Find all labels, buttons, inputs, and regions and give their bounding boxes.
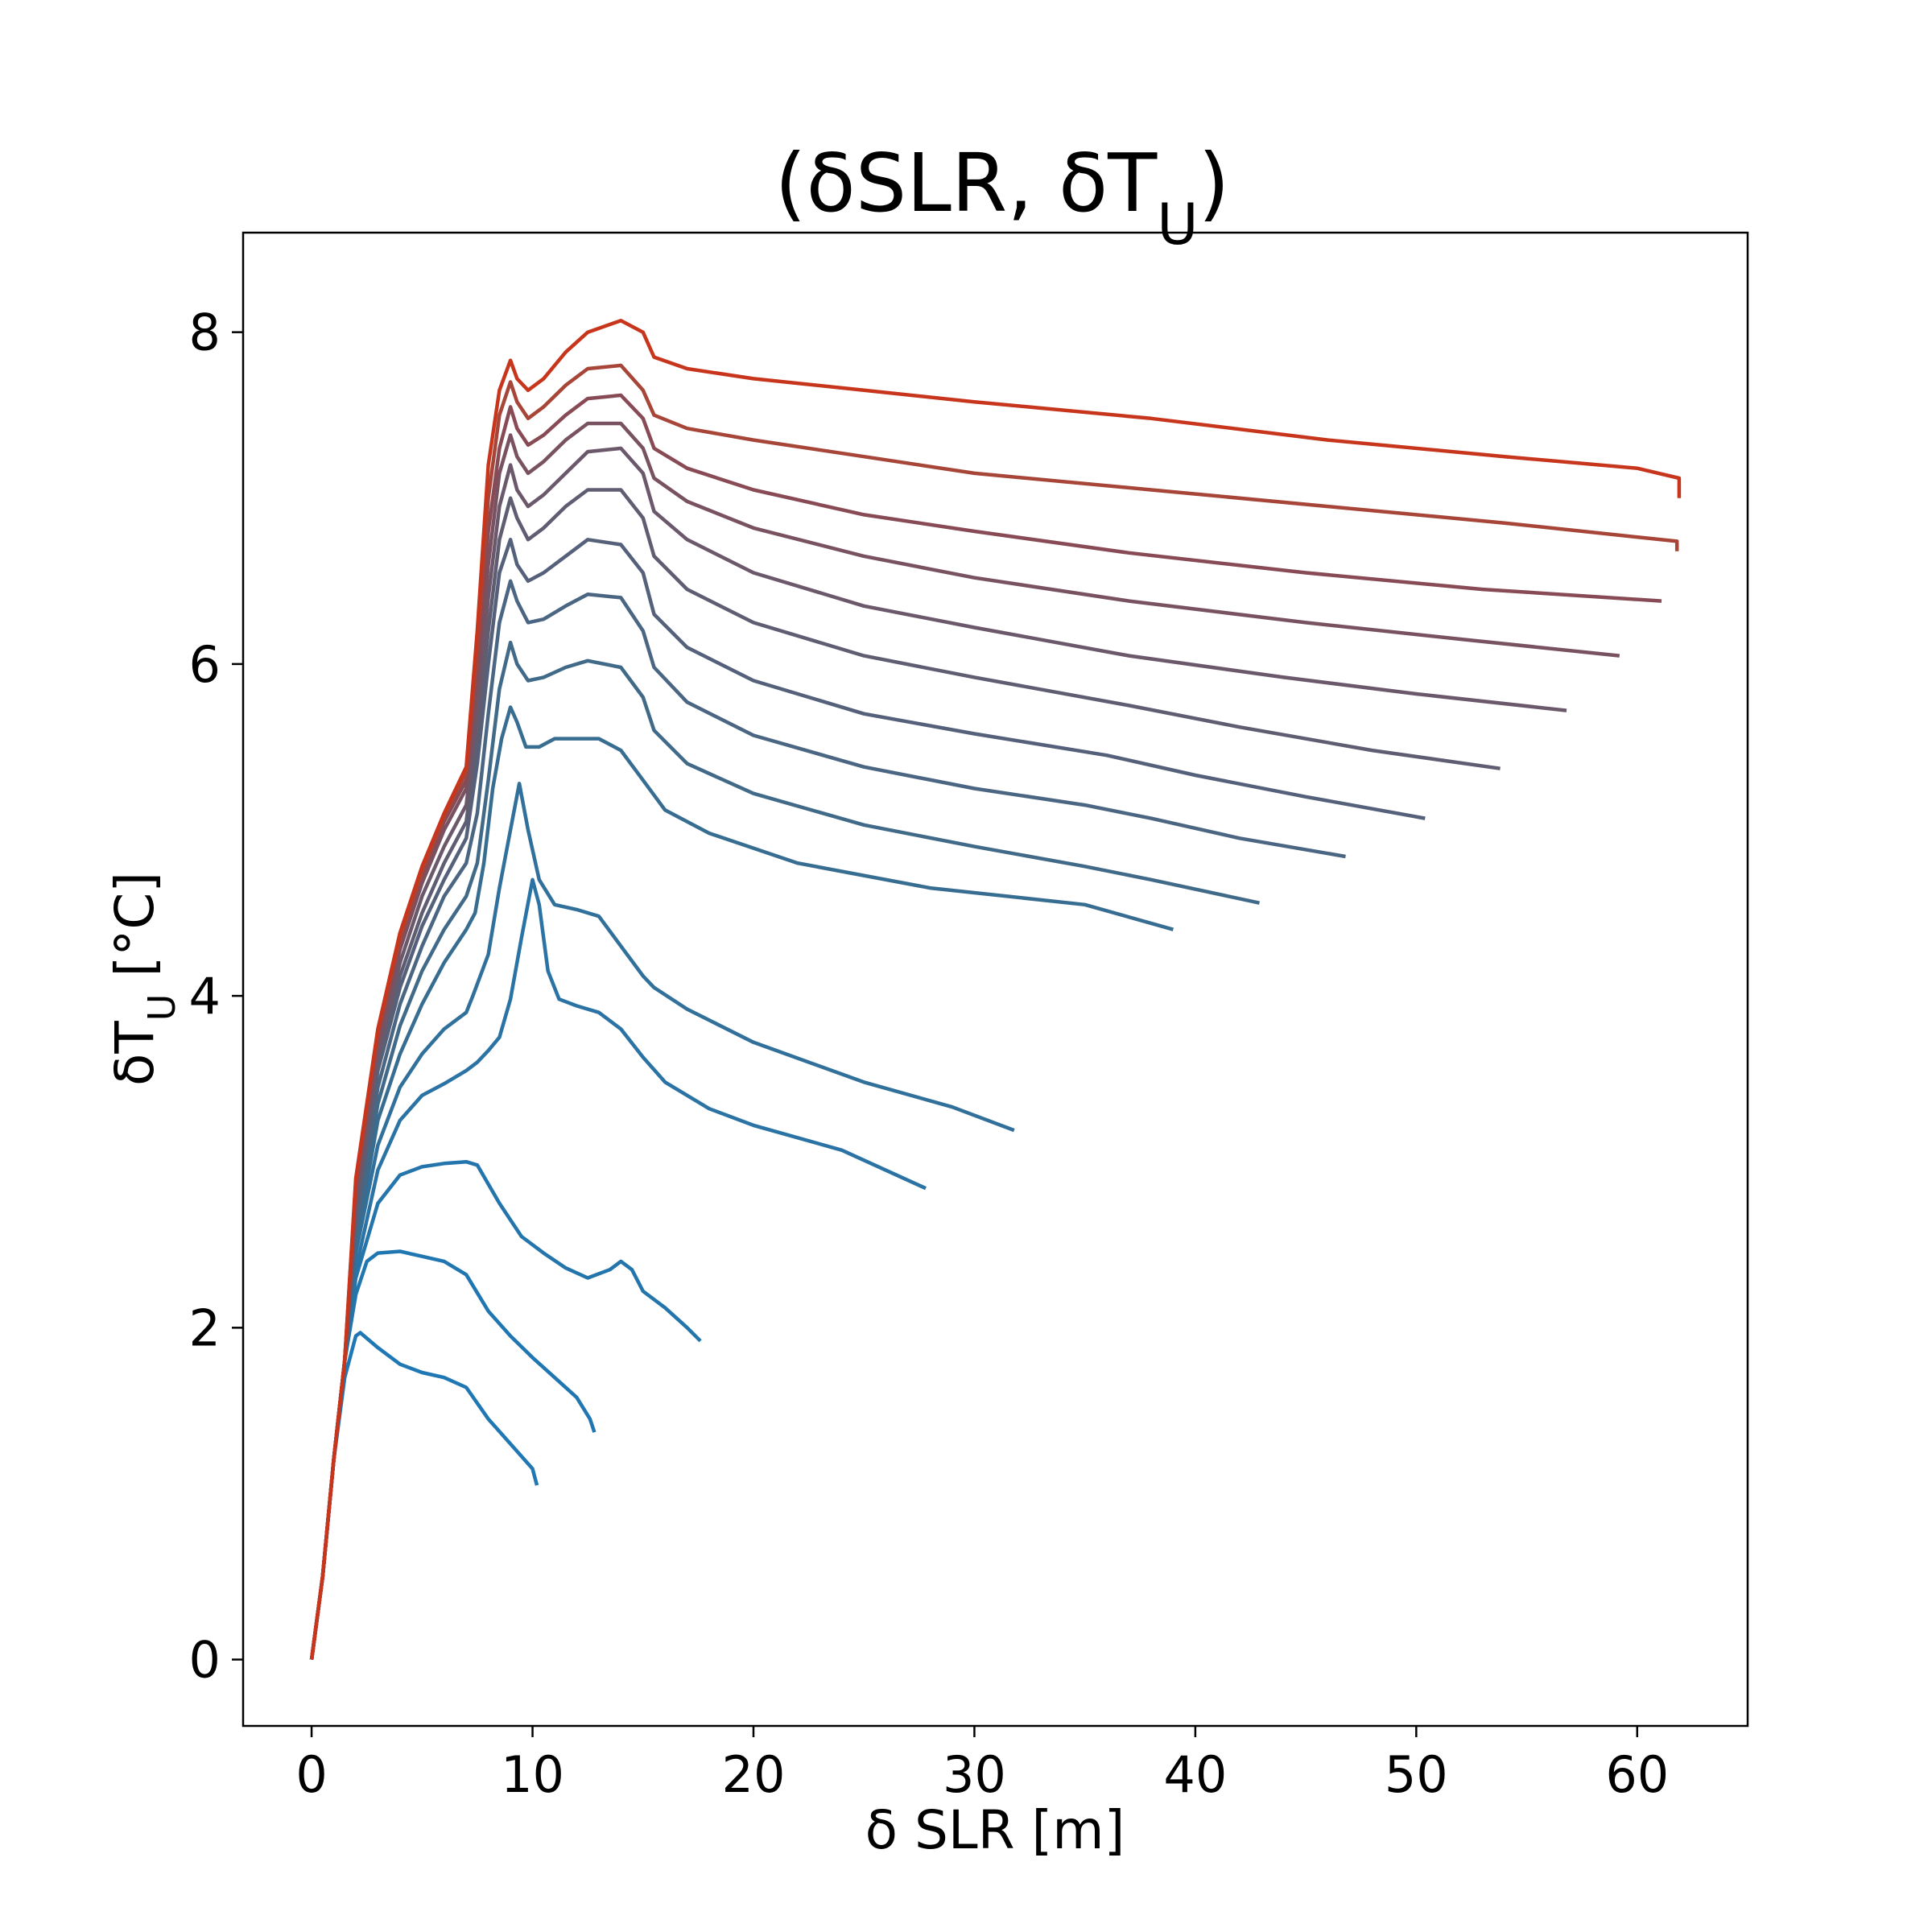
x-tick-label: 20 (722, 1745, 786, 1804)
series-line-5 (309, 782, 1015, 1660)
y-tick-label: 0 (189, 1631, 221, 1690)
series-line-2 (309, 1249, 597, 1660)
x-tick-label: 10 (501, 1745, 564, 1804)
y-axis-label: δTU [°C] (104, 872, 184, 1086)
x-tick-label: 60 (1605, 1745, 1669, 1804)
series-line-6 (309, 705, 1174, 1660)
x-tick-label: 0 (295, 1745, 327, 1804)
y-tick-label: 8 (189, 303, 221, 362)
series-line-3 (309, 1159, 702, 1660)
y-tick-label: 4 (189, 967, 221, 1026)
plot-frame (242, 231, 1749, 1728)
series-line-1 (309, 1331, 539, 1660)
x-tick-label: 40 (1163, 1745, 1227, 1804)
series-line-15 (309, 318, 1682, 1660)
chart-title: (δSLR, δTU) (775, 136, 1230, 258)
x-tick-label: 50 (1385, 1745, 1448, 1804)
series-line-12 (309, 421, 1620, 1660)
series-layer (309, 318, 1682, 1660)
x-tick-label: 30 (943, 1745, 1006, 1804)
x-axis: 0 10 20 30 40 50 60 (295, 1726, 1669, 1804)
y-axis: 0 2 4 6 8 (189, 303, 243, 1690)
x-axis-label: δ SLR [m] (865, 1799, 1125, 1861)
series-line-4 (309, 877, 927, 1660)
y-tick-label: 2 (189, 1298, 221, 1357)
series-line-13 (309, 393, 1662, 1660)
series-line-8 (309, 579, 1346, 1660)
series-line-7 (309, 640, 1260, 1660)
y-tick-label: 6 (189, 635, 221, 694)
